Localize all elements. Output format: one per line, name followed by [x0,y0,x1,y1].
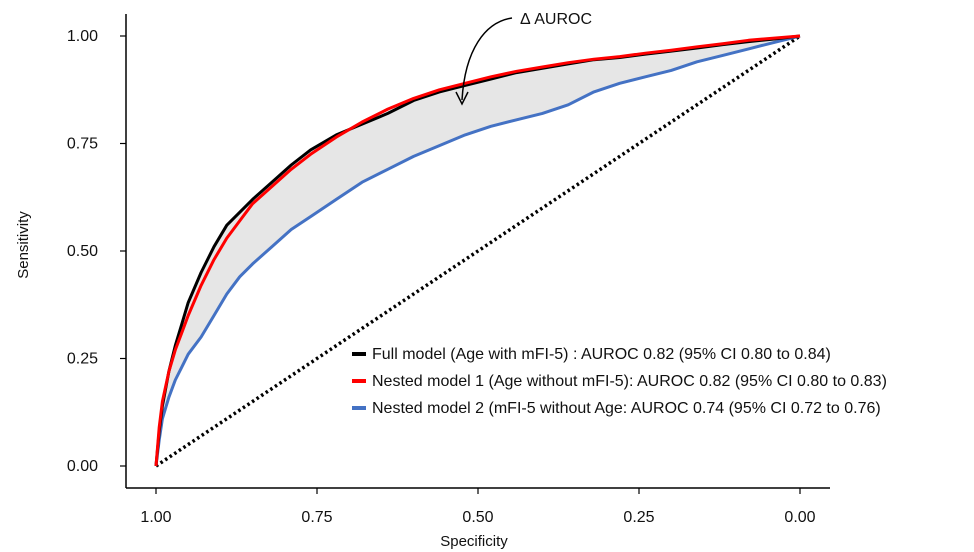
x-axis-title: Specificity [440,533,508,550]
y-tick-label: 1.00 [67,28,98,45]
delta-auroc-label: Δ AUROC [520,11,592,28]
x-tick-labels: 1.00 0.75 0.50 0.25 0.00 [140,488,816,526]
x-tick-label: 0.50 [462,509,493,526]
legend-entry-full-model-label: Full model (Age with mFI-5) : AUROC 0.82… [372,346,831,363]
delta-auroc-shaded-area [156,36,800,466]
x-tick-label: 1.00 [140,509,171,526]
legend-entry-nested-model-1-label: Nested model 1 (Age without mFI-5): AURO… [372,373,887,390]
reference-diagonal-line [155,34,801,468]
delta-auroc-annotation: Δ AUROC [455,11,592,106]
x-tick-label: 0.75 [301,509,332,526]
legend-entry-nested-model-2-label: Nested model 2 (mFI-5 without Age: AUROC… [372,400,881,417]
delta-auroc-fill [156,36,800,466]
y-tick-label: 0.25 [67,351,98,368]
y-axis-title: Sensitivity [15,211,32,279]
series-lines [154,34,801,467]
x-tick-label: 0.25 [623,509,654,526]
y-tick-label: 0.75 [67,136,98,153]
y-tick-label: 0.50 [67,243,98,260]
series-nested-model-1-line [154,34,801,467]
legend: Full model (Age with mFI-5) : AUROC 0.82… [352,346,887,417]
arrowhead-icon [455,91,469,106]
y-tick-label: 0.00 [67,458,98,475]
delta-auroc-arrow [461,17,513,101]
series-nested-model-2-line [154,34,801,467]
reference-diagonal [155,34,801,468]
x-tick-label: 0.00 [784,509,815,526]
y-tick-labels: 0.00 0.25 0.50 0.75 1.00 [67,28,126,475]
